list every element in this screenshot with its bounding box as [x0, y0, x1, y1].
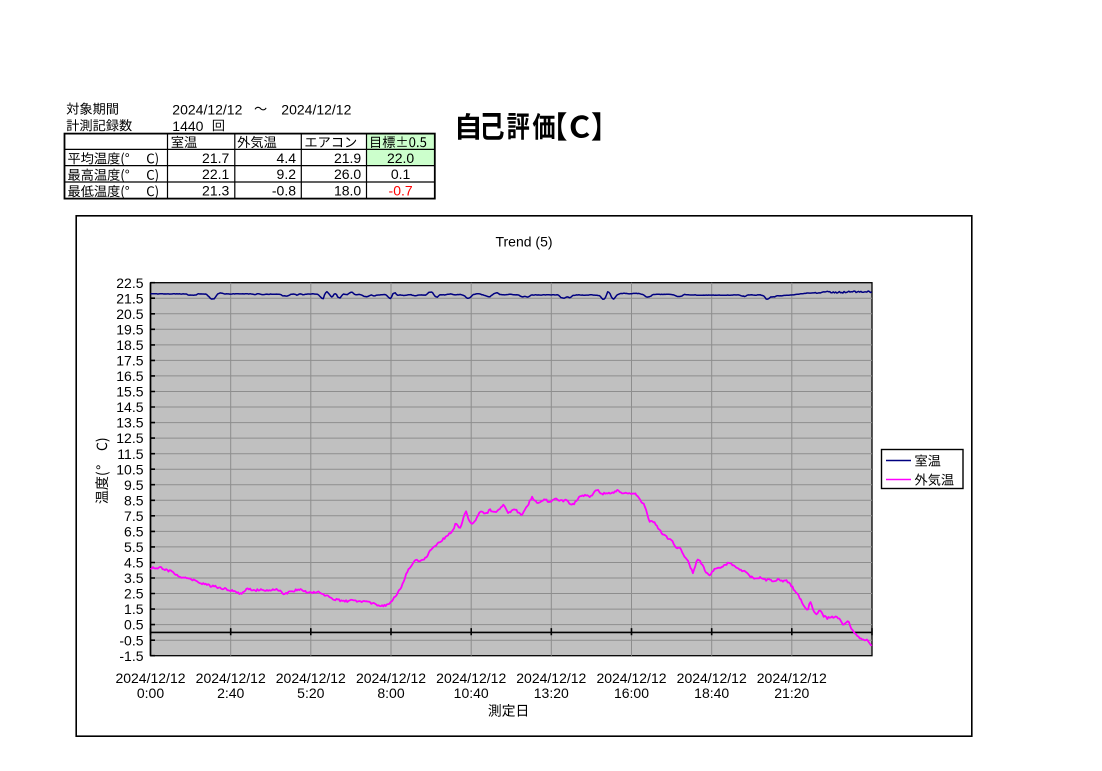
- svg-text:2024/12/12: 2024/12/12: [596, 670, 666, 686]
- svg-text:9.2: 9.2: [277, 166, 297, 182]
- svg-text:4.5: 4.5: [124, 555, 144, 571]
- svg-text:10.5: 10.5: [116, 461, 143, 477]
- svg-text:2024/12/12: 2024/12/12: [516, 670, 586, 686]
- svg-text:20.5: 20.5: [116, 306, 143, 322]
- svg-text:-0.8: -0.8: [272, 183, 296, 199]
- svg-text:21:20: 21:20: [774, 685, 809, 701]
- svg-text:0.5: 0.5: [124, 617, 144, 633]
- svg-text:18.5: 18.5: [116, 337, 143, 353]
- svg-text:2024/12/12: 2024/12/12: [757, 670, 827, 686]
- svg-text:13:20: 13:20: [534, 685, 569, 701]
- svg-text:1.5: 1.5: [124, 601, 144, 617]
- svg-text:2:40: 2:40: [217, 685, 244, 701]
- svg-text:2024/12/12: 2024/12/12: [172, 102, 242, 118]
- svg-text:2.5: 2.5: [124, 586, 144, 602]
- svg-text:22.0: 22.0: [387, 150, 414, 166]
- svg-text:Trend (5): Trend (5): [495, 233, 552, 249]
- svg-text:11.5: 11.5: [117, 446, 143, 462]
- svg-text:7.5: 7.5: [124, 508, 144, 524]
- svg-text:-1.5: -1.5: [119, 648, 143, 664]
- svg-text:16:00: 16:00: [614, 685, 649, 701]
- svg-text:21.9: 21.9: [334, 150, 361, 166]
- svg-text:2024/12/12: 2024/12/12: [356, 670, 426, 686]
- svg-text:2024/12/12: 2024/12/12: [436, 670, 506, 686]
- svg-text:17.5: 17.5: [116, 353, 143, 369]
- svg-text:2024/12/12: 2024/12/12: [276, 670, 346, 686]
- svg-text:-0.5: -0.5: [119, 632, 143, 648]
- svg-text:16.5: 16.5: [116, 368, 143, 384]
- svg-text:5:20: 5:20: [297, 685, 324, 701]
- svg-text:2024/12/12: 2024/12/12: [115, 670, 185, 686]
- svg-text:18.0: 18.0: [334, 183, 361, 199]
- svg-text:12.5: 12.5: [116, 430, 143, 446]
- svg-text:21.3: 21.3: [202, 183, 229, 199]
- svg-text:5.5: 5.5: [124, 539, 144, 555]
- svg-text:21.5: 21.5: [116, 290, 143, 306]
- svg-text:22.1: 22.1: [202, 166, 229, 182]
- svg-text:14.5: 14.5: [116, 399, 143, 415]
- svg-text:1440: 1440: [172, 118, 203, 134]
- svg-text:13.5: 13.5: [116, 415, 143, 431]
- svg-text:15.5: 15.5: [116, 384, 143, 400]
- svg-text:9.5: 9.5: [124, 477, 144, 493]
- svg-text:26.0: 26.0: [334, 166, 361, 182]
- svg-text:22.5: 22.5: [116, 275, 143, 291]
- svg-text:3.5: 3.5: [124, 570, 144, 586]
- svg-text:2024/12/12: 2024/12/12: [677, 670, 747, 686]
- svg-text:2024/12/12: 2024/12/12: [196, 670, 266, 686]
- svg-text:10:40: 10:40: [454, 685, 489, 701]
- svg-text:21.7: 21.7: [202, 150, 229, 166]
- svg-text:4.4: 4.4: [277, 150, 297, 166]
- svg-text:8.5: 8.5: [124, 492, 144, 508]
- svg-text:2024/12/12: 2024/12/12: [281, 102, 351, 118]
- svg-text:-0.7: -0.7: [389, 183, 413, 199]
- svg-text:18:40: 18:40: [694, 685, 729, 701]
- svg-text:0:00: 0:00: [137, 685, 164, 701]
- svg-text:8:00: 8:00: [377, 685, 404, 701]
- svg-text:6.5: 6.5: [124, 524, 144, 540]
- svg-text:19.5: 19.5: [116, 321, 143, 337]
- svg-text:0.1: 0.1: [391, 166, 411, 182]
